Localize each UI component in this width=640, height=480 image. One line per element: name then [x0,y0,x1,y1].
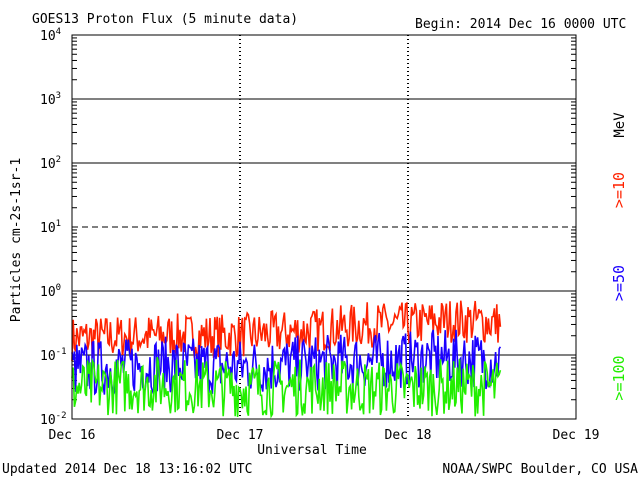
y-tick-label: 104 [40,27,61,44]
y-tick-exponent: 2 [56,155,61,165]
y-tick-exponent: 4 [56,27,61,37]
y-tick-label: 100 [40,283,61,300]
updated-timestamp: Updated 2014 Dec 18 13:16:02 UTC [2,462,252,477]
x-tick-labels: Dec 16 Dec 17 Dec 18 Dec 19 [49,428,600,443]
y-tick-exponent: -1 [56,347,67,357]
y-tick-base: 10 [40,221,56,236]
y-tick-base: 10 [40,413,56,428]
legend-label: >=10 [610,172,628,208]
y-tick-exponent: 3 [56,91,61,101]
y-tick-exponent: -2 [56,411,67,421]
x-axis-label: Universal Time [257,443,367,458]
plot-frame [71,34,577,420]
y-tick-label: 101 [40,219,61,236]
series-line-3 [71,357,502,419]
credit: NOAA/SWPC Boulder, CO USA [442,462,638,477]
y-tick-base: 10 [40,349,56,364]
legend: >=10 >=50 >=100 MeV [610,112,628,401]
y-axis-label: Particles cm-2s-1sr-1 [9,158,24,322]
x-tick-label: Dec 17 [217,428,264,443]
legend-label: >=100 [610,355,628,400]
y-tick-exponent: 1 [56,219,61,229]
y-axis-label-text: Particles cm-2s-1sr-1 [9,158,24,322]
y-tick-label: 10-2 [40,411,67,428]
y-tick-label: 10-1 [40,347,67,364]
y-tick-base: 10 [40,157,56,172]
y-tick-base: 10 [40,285,56,300]
chart-title: GOES13 Proton Flux (5 minute data) [32,12,298,27]
x-tick-label: Dec 16 [49,428,96,443]
y-tick-base: 10 [40,93,56,108]
series-line-1 [71,300,502,362]
legend-label: >=50 [610,265,628,301]
y-tick-exponent: 0 [56,283,61,293]
y-tick-label: 103 [40,91,61,108]
begin-time: Begin: 2014 Dec 16 0000 UTC [415,17,626,32]
series-layer [71,300,502,419]
y-tick-base: 10 [40,29,56,44]
unit-label: MeV [612,112,628,138]
x-tick-label: Dec 19 [553,428,600,443]
y-tick-label: 102 [40,155,61,172]
x-tick-label: Dec 18 [385,428,432,443]
